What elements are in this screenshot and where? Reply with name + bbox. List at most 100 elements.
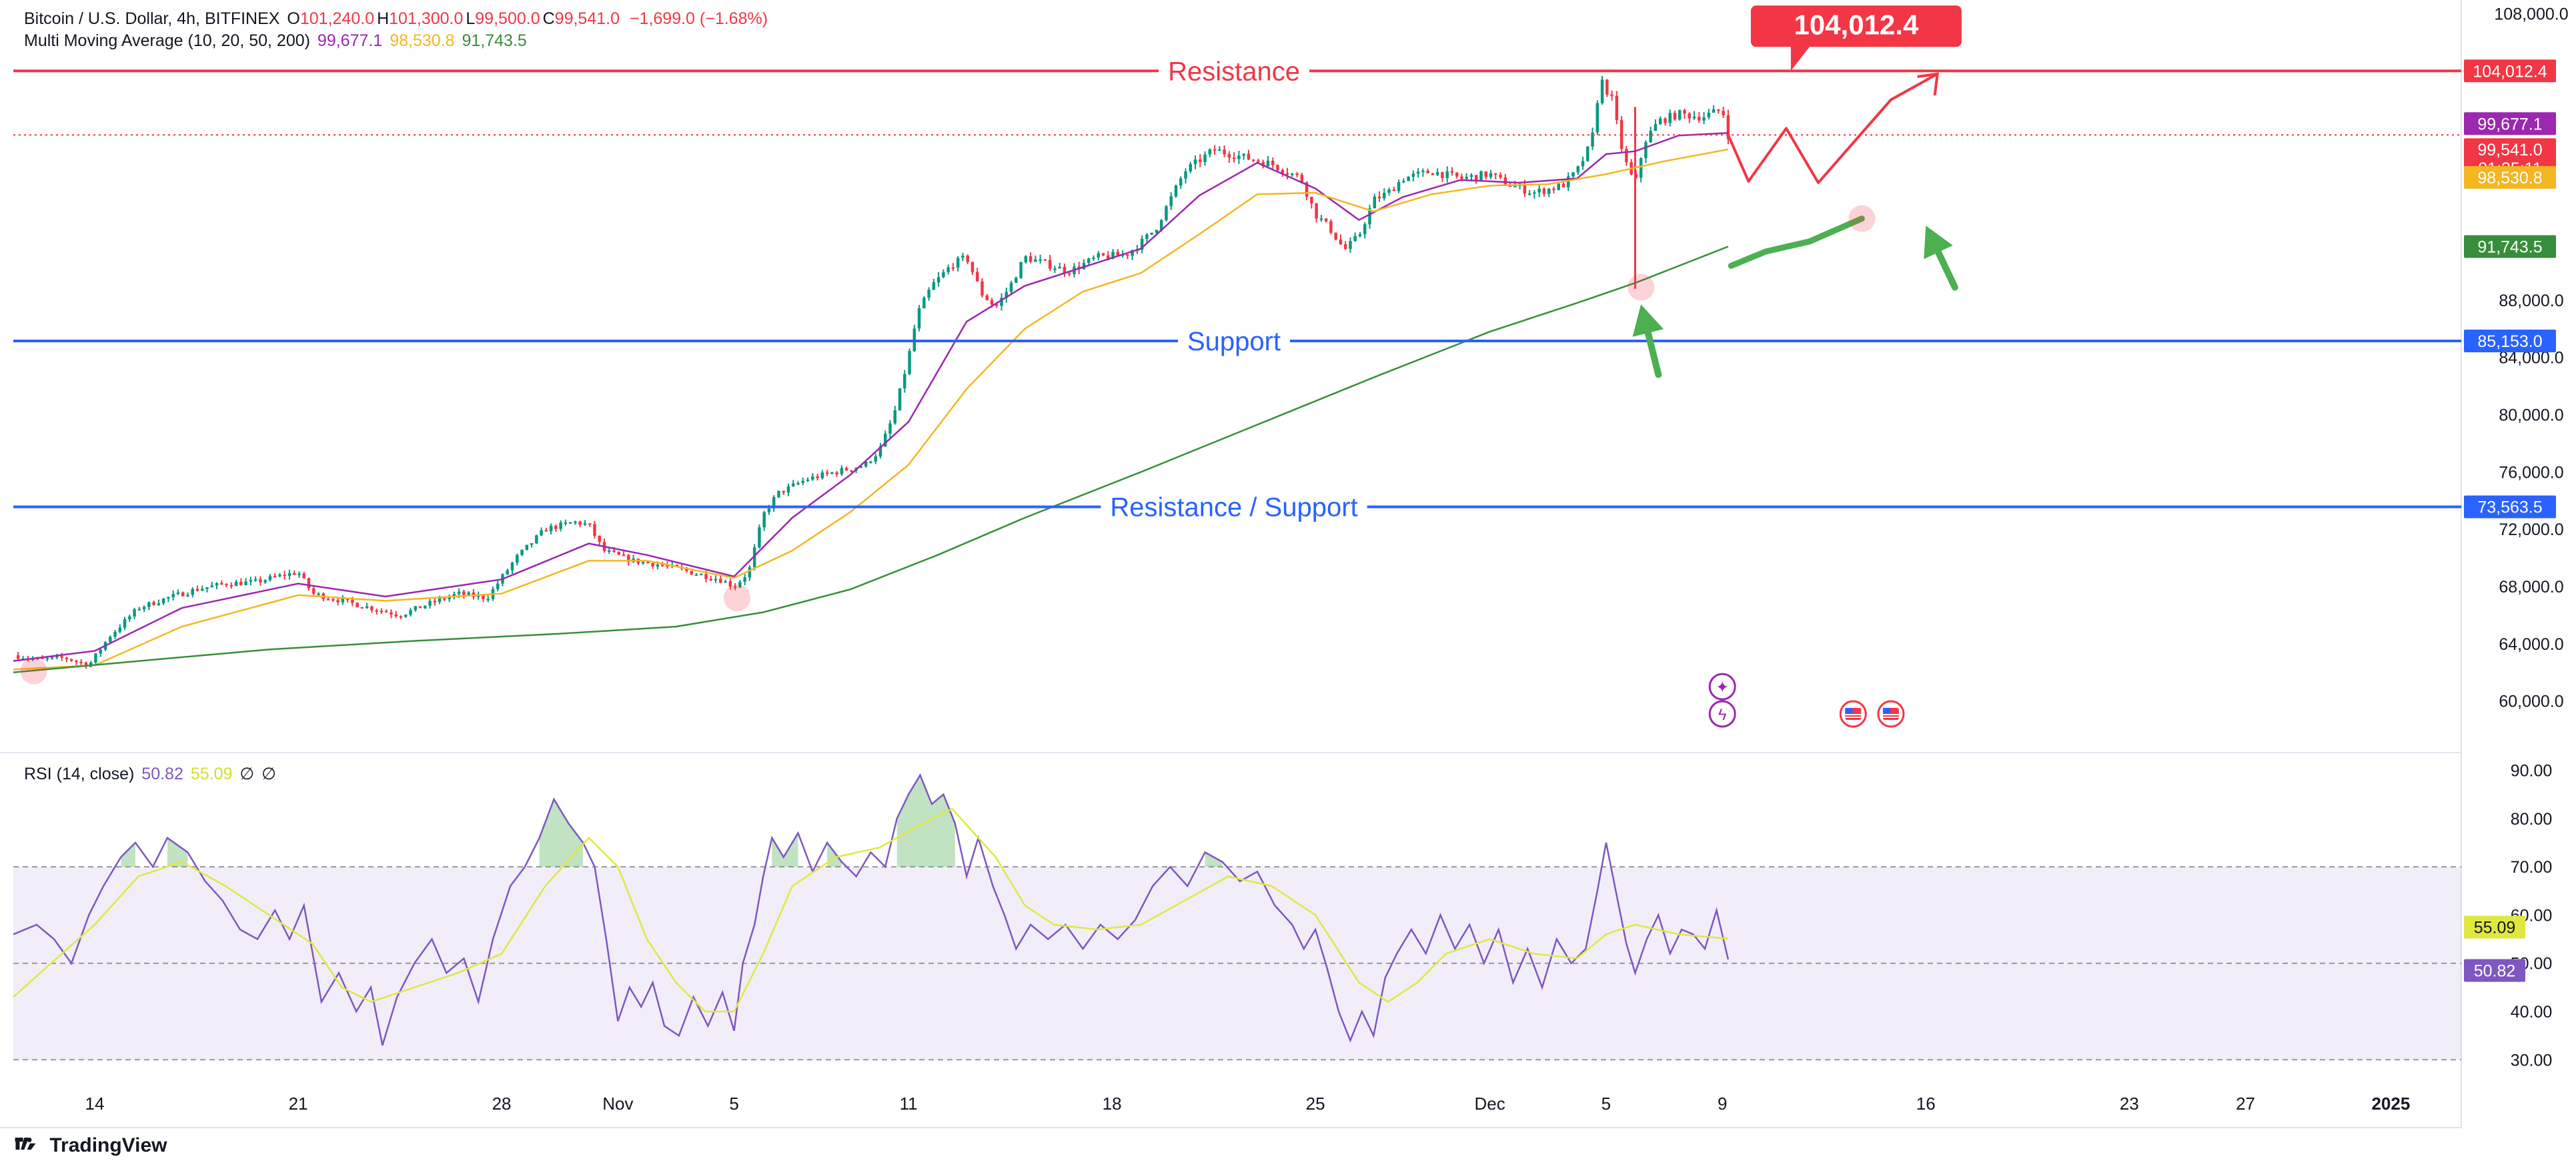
- level-label-bg: [1177, 325, 1291, 358]
- candle-body: [341, 599, 345, 603]
- candle-body: [375, 610, 378, 612]
- candle-body: [1034, 259, 1037, 262]
- candle-body: [108, 637, 112, 643]
- candle-body: [1063, 266, 1067, 274]
- candle-body: [966, 256, 969, 262]
- candle-body: [922, 298, 926, 309]
- candle-body: [1232, 157, 1236, 159]
- candle-body: [215, 582, 219, 586]
- mma-legend: Multi Moving Average (10, 20, 50, 200) 9…: [24, 31, 530, 51]
- candle-body: [844, 468, 848, 470]
- price-tick-label: 72,000.0: [2499, 520, 2563, 539]
- candle-body: [482, 595, 485, 599]
- candle-body: [728, 581, 732, 587]
- sparkle-event-icon[interactable]: [1708, 673, 1736, 701]
- candle-body: [1654, 123, 1658, 131]
- candle-body: [69, 659, 73, 661]
- rsi-ma-value: 55.09: [190, 765, 233, 783]
- price-tick-label: 60,000.0: [2499, 693, 2563, 711]
- candle-body: [259, 579, 262, 582]
- candle-body: [782, 490, 785, 493]
- candle-body: [1155, 230, 1159, 233]
- candle-body: [220, 582, 223, 584]
- rsi-tick-label: 80.00: [2511, 810, 2553, 829]
- candle-body: [651, 562, 654, 566]
- touch-point-marker[interactable]: [724, 584, 751, 612]
- candle-body: [1213, 149, 1217, 151]
- candle-body: [1494, 173, 1497, 175]
- candle-body: [1416, 171, 1420, 174]
- candle-body: [433, 601, 437, 603]
- candle-body: [878, 446, 882, 456]
- candle-body: [995, 304, 999, 306]
- rsi-value: 50.82: [141, 765, 183, 783]
- candle-body: [1005, 292, 1009, 298]
- candle-body: [147, 602, 151, 607]
- time-tick-label: Nov: [602, 1094, 633, 1114]
- level-price-tag-label: 85,153.0: [2477, 332, 2542, 351]
- candle-body: [869, 461, 872, 463]
- candle-body: [1397, 182, 1401, 191]
- candle-body: [942, 272, 945, 278]
- touch-point-marker[interactable]: [1848, 205, 1876, 232]
- rsi-extra-2: ∅: [261, 765, 276, 783]
- candle-body: [748, 567, 752, 578]
- candle-body: [1644, 142, 1648, 158]
- touch-point-marker[interactable]: [20, 657, 47, 685]
- candle-body: [1107, 255, 1110, 259]
- candle-body: [1707, 112, 1711, 117]
- annotation-arrow-shaft[interactable]: [1934, 249, 1958, 291]
- rsi-tick-label: 70.00: [2511, 858, 2553, 877]
- time-tick-label: 2025: [2371, 1094, 2410, 1114]
- flash-event-icon[interactable]: [1708, 700, 1736, 728]
- candle-body: [428, 601, 432, 606]
- candle-body: [1276, 165, 1279, 170]
- candle-body: [17, 655, 20, 659]
- ohlc-value-o: 101,240.0: [299, 9, 375, 28]
- candle-body: [253, 579, 257, 581]
- candle-body: [1717, 109, 1720, 111]
- candle-body: [1712, 109, 1716, 113]
- candle-body: [1082, 263, 1086, 270]
- price-change: −1,699.0 (−1.68%): [629, 9, 768, 28]
- candle-body: [326, 599, 330, 601]
- candle-body: [786, 486, 790, 493]
- candle-body: [142, 607, 146, 609]
- time-tick-label: 25: [1306, 1094, 1325, 1114]
- projection-path[interactable]: [1727, 73, 1938, 184]
- candle-body: [724, 581, 727, 583]
- ohlc-value-c: 99,541.0: [554, 9, 620, 28]
- touch-point-marker[interactable]: [1628, 274, 1655, 301]
- candle-body: [1678, 110, 1682, 120]
- candle-body: [1698, 116, 1701, 121]
- symbol-title: Bitcoin / U.S. Dollar, 4h, BITFINEX: [24, 9, 280, 28]
- candle-body: [903, 374, 906, 388]
- candle-body: [1315, 203, 1318, 219]
- candle-body: [200, 589, 204, 591]
- candle-body: [457, 591, 461, 595]
- tradingview-brand[interactable]: TradingView: [12, 1134, 167, 1157]
- candle-body: [249, 580, 253, 582]
- candle-body: [811, 476, 814, 480]
- candle-body: [1310, 196, 1313, 204]
- projection-green-path[interactable]: [1728, 216, 1865, 269]
- candle-body: [801, 480, 805, 483]
- candle-body: [45, 658, 49, 660]
- annotation-arrow-shaft[interactable]: [1644, 329, 1662, 378]
- level-label: Resistance / Support: [1110, 493, 1357, 522]
- candle-body: [951, 267, 955, 269]
- rsi-extra-1: ∅: [239, 765, 255, 783]
- candle-body: [1377, 196, 1381, 199]
- candle-body: [820, 472, 824, 478]
- price-tick-label: 64,000.0: [2499, 635, 2563, 654]
- candle-body: [133, 609, 136, 617]
- candle-body: [443, 598, 446, 600]
- candle-body: [1722, 111, 1725, 115]
- rsi-line-rsi-ma: [13, 807, 1729, 1013]
- candle-body: [588, 523, 592, 525]
- candle-body: [365, 606, 369, 609]
- candle-body: [825, 472, 829, 474]
- candle-body: [709, 578, 713, 580]
- rsi-legend: RSI (14, close) 50.82 55.09 ∅ ∅: [24, 764, 279, 784]
